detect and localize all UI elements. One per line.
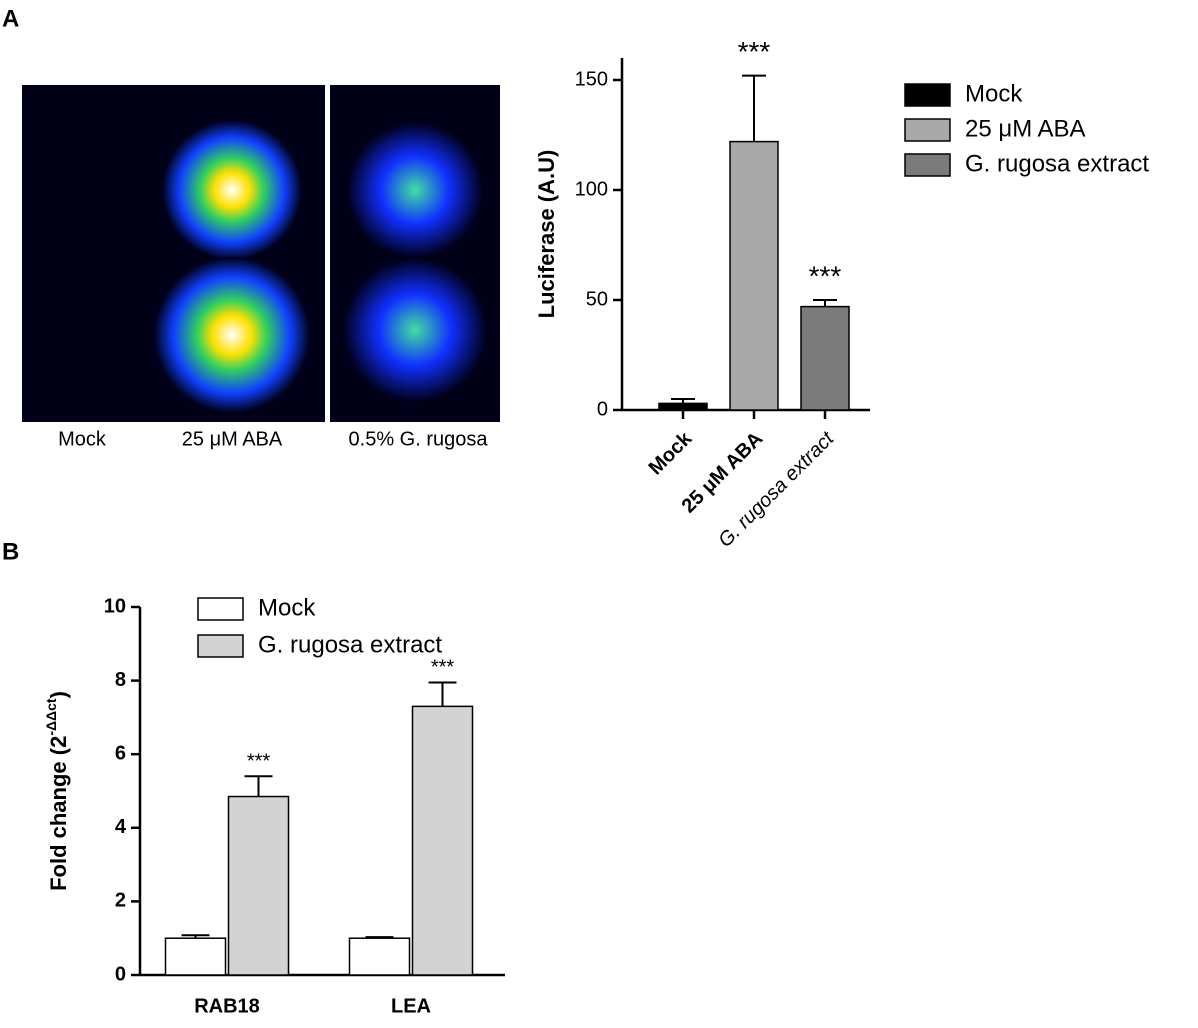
y-tick-label: 150 bbox=[575, 68, 608, 90]
y-axis-label-part: Luciferase (A.U) bbox=[534, 150, 559, 319]
bar bbox=[227, 795, 290, 976]
significance: *** bbox=[809, 260, 842, 291]
y-tick-label: 2 bbox=[115, 890, 126, 912]
image-caption: Mock bbox=[58, 428, 107, 450]
y-tick-label: 10 bbox=[104, 595, 126, 617]
legend-swatch bbox=[904, 118, 951, 142]
legend-label: G. rugosa extract bbox=[965, 150, 1149, 177]
legend-label: 25 μM ABA bbox=[965, 115, 1086, 142]
y-axis-label: Fold change (2-ΔΔct) bbox=[43, 691, 71, 891]
x-tick-label: LEA bbox=[391, 995, 431, 1017]
legend-label: G. rugosa extract bbox=[258, 631, 442, 658]
legend-swatch bbox=[197, 597, 244, 621]
y-tick-label: 50 bbox=[586, 288, 608, 310]
significance: *** bbox=[738, 36, 771, 67]
bar bbox=[411, 705, 474, 976]
y-tick-label: 8 bbox=[115, 669, 126, 691]
luminescence-image bbox=[22, 85, 500, 422]
bar bbox=[729, 140, 779, 411]
legend-label: Mock bbox=[965, 80, 1023, 107]
legend-swatch bbox=[904, 153, 951, 177]
y-axis-label-part: ) bbox=[46, 691, 71, 698]
y-tick-label: 4 bbox=[115, 816, 127, 838]
x-tick-label: RAB18 bbox=[194, 995, 260, 1017]
image-caption: 0.5% G. rugosa bbox=[349, 428, 489, 450]
x-tick-label: Mock bbox=[645, 427, 697, 479]
bar bbox=[348, 937, 411, 976]
bar bbox=[800, 305, 850, 411]
image-caption: 25 μM ABA bbox=[182, 428, 283, 450]
panel-label: B bbox=[2, 538, 19, 565]
bar bbox=[164, 937, 227, 976]
y-tick-label: 6 bbox=[115, 742, 126, 764]
y-tick-label: 100 bbox=[575, 178, 608, 200]
y-axis-label-part: Fold change (2 bbox=[46, 736, 71, 891]
y-axis-label-part: -ΔΔct bbox=[43, 698, 59, 736]
panel-label: A bbox=[2, 5, 19, 32]
bar bbox=[658, 402, 708, 411]
y-tick-label: 0 bbox=[597, 398, 608, 420]
y-axis-label: Luciferase (A.U) bbox=[534, 150, 559, 319]
significance: *** bbox=[431, 657, 455, 679]
legend-swatch bbox=[197, 634, 244, 658]
significance: *** bbox=[247, 751, 271, 773]
y-tick-label: 0 bbox=[115, 963, 126, 985]
legend-label: Mock bbox=[258, 594, 316, 621]
legend-swatch bbox=[904, 83, 951, 107]
